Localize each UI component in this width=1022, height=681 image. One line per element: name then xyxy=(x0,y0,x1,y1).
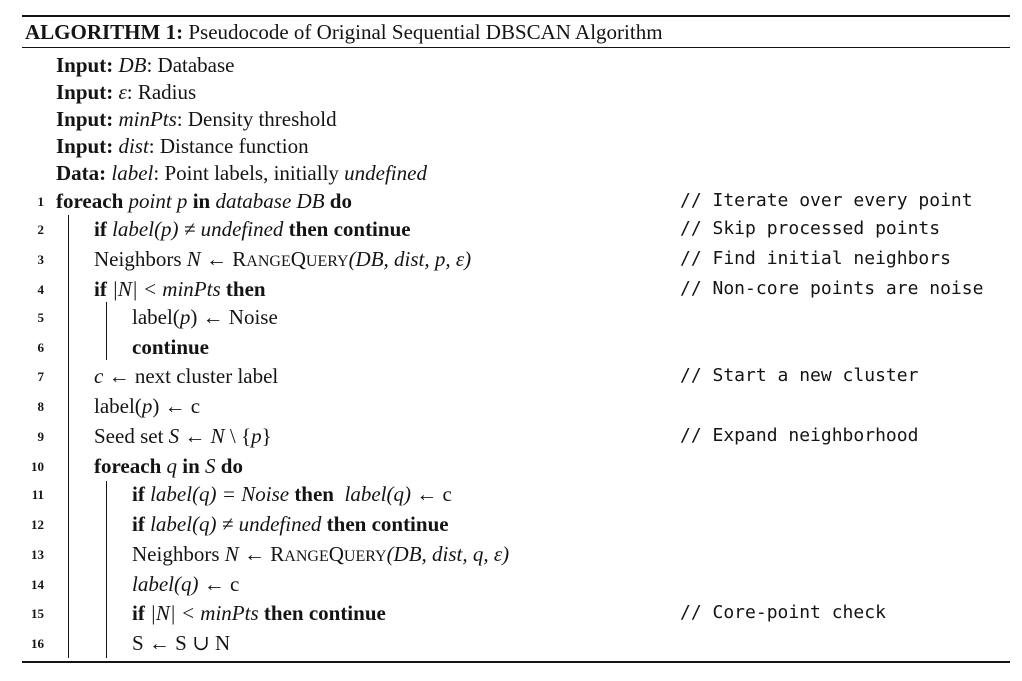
input-name: DB xyxy=(118,53,147,77)
input-keyword: Input: xyxy=(56,134,114,158)
caption-text: Pseudocode of Original Sequential DBSCAN… xyxy=(183,20,663,44)
code-text: Seed set S ← N \ {p} xyxy=(94,424,272,448)
line-number: 7 xyxy=(37,369,45,384)
line-comment: // Iterate over every point xyxy=(680,190,973,211)
data-desc: : Point labels, initially xyxy=(153,161,345,185)
line-comment: // Core-point check xyxy=(680,602,886,623)
line-number: 15 xyxy=(31,606,44,621)
code-text: if label(q) = Noise then label(q) ← c xyxy=(132,482,452,506)
code-line-9: 9 Seed set S ← N \ {p} // Expand neighbo… xyxy=(0,421,1022,451)
code-text: foreach point p in database DB do xyxy=(56,189,352,213)
line-number: 14 xyxy=(31,577,44,592)
code-line-10: 10 foreach q in S do xyxy=(0,451,1022,481)
code-line-3: 3 Neighbors N ← RANGEQUERY(DB, dist, p, … xyxy=(0,244,1022,274)
if-block-bar xyxy=(106,302,107,360)
code-line-16: 16 S ← S ∪ N xyxy=(0,628,1022,658)
bottom-rule xyxy=(22,661,1010,663)
input-db: Input: DB: Database xyxy=(56,52,235,78)
code-line-14: 14 label(q) ← c xyxy=(0,569,1022,599)
code-line-13: 13 Neighbors N ← RANGEQUERY(DB, dist, q,… xyxy=(0,539,1022,569)
code-line-1: 1 foreach point p in database DB do // I… xyxy=(0,186,1022,216)
code-text: foreach q in S do xyxy=(94,454,243,478)
data-keyword: Data: xyxy=(56,161,107,185)
line-number: 5 xyxy=(37,310,45,325)
code-line-6: 6 continue xyxy=(0,332,1022,362)
input-desc: : Radius xyxy=(126,80,197,104)
caption-label: ALGORITHM 1: xyxy=(25,20,184,44)
code-line-12: 12 if label(q) ≠ undefined then continue xyxy=(0,509,1022,539)
code-line-2: 2 if label(p) ≠ undefined then continue … xyxy=(0,214,1022,244)
input-name: dist xyxy=(118,134,149,158)
input-radius: Input: ε: Radius xyxy=(56,79,196,105)
input-keyword: Input: xyxy=(56,53,114,77)
line-number: 8 xyxy=(37,399,45,414)
line-comment: // Expand neighborhood xyxy=(680,425,919,446)
line-number: 12 xyxy=(31,517,44,532)
line-number: 13 xyxy=(31,547,44,562)
code-text: if label(q) ≠ undefined then continue xyxy=(132,512,449,536)
line-number: 3 xyxy=(37,252,45,267)
line-comment: // Start a new cluster xyxy=(680,365,919,386)
input-desc: : Database xyxy=(146,53,235,77)
code-text: Neighbors N ← RANGEQUERY(DB, dist, p, ε) xyxy=(94,247,472,271)
line-number: 10 xyxy=(31,459,44,474)
code-text: label(p) ← c xyxy=(94,394,201,418)
line-number: 2 xyxy=(37,222,45,237)
input-desc: : Density threshold xyxy=(176,107,337,131)
code-text: Neighbors N ← RANGEQUERY(DB, dist, q, ε) xyxy=(132,542,510,566)
line-number: 1 xyxy=(37,194,45,209)
code-text: continue xyxy=(132,335,210,359)
line-number: 4 xyxy=(37,282,45,297)
algorithm-caption: ALGORITHM 1: Pseudocode of Original Sequ… xyxy=(25,18,663,46)
input-keyword: Input: xyxy=(56,80,114,104)
code-text: label(p) ← Noise xyxy=(132,305,278,329)
code-line-7: 7 c ← next cluster label // Start a new … xyxy=(0,361,1022,391)
inner-foreach-block-bar xyxy=(106,481,107,658)
code-text: c ← next cluster label xyxy=(94,364,279,388)
code-text: if |N| < minPts then xyxy=(94,277,266,301)
line-comment: // Skip processed points xyxy=(680,218,941,239)
code-line-4: 4 if |N| < minPts then // Non-core point… xyxy=(0,274,1022,304)
code-line-8: 8 label(p) ← c xyxy=(0,391,1022,421)
code-line-11: 11 if label(q) = Noise then label(q) ← c xyxy=(0,479,1022,509)
code-text: S ← S ∪ N xyxy=(132,631,231,655)
input-name: ε xyxy=(118,80,127,104)
input-name: minPts xyxy=(118,107,177,131)
code-text: if label(p) ≠ undefined then continue xyxy=(94,217,411,241)
code-line-5: 5 label(p) ← Noise xyxy=(0,302,1022,332)
data-initial-value: undefined xyxy=(344,161,427,185)
input-keyword: Input: xyxy=(56,107,114,131)
input-desc: : Distance function xyxy=(148,134,309,158)
input-minpts: Input: minPts: Density threshold xyxy=(56,106,337,132)
line-number: 6 xyxy=(37,340,45,355)
code-text: label(q) ← c xyxy=(132,572,240,596)
top-rule xyxy=(22,15,1010,17)
caption-rule xyxy=(22,47,1010,48)
data-label: Data: label: Point labels, initially und… xyxy=(56,160,427,186)
line-number: 16 xyxy=(31,636,44,651)
data-name-text: label xyxy=(111,161,154,185)
line-comment: // Find initial neighbors xyxy=(680,248,951,269)
foreach-block-bar xyxy=(68,215,69,658)
code-line-15: 15 if |N| < minPts then continue // Core… xyxy=(0,598,1022,628)
line-number: 9 xyxy=(37,429,45,444)
input-dist: Input: dist: Distance function xyxy=(56,133,309,159)
line-number: 11 xyxy=(31,487,44,502)
line-comment: // Non-core points are noise xyxy=(680,278,984,299)
code-text: if |N| < minPts then continue xyxy=(132,601,386,625)
